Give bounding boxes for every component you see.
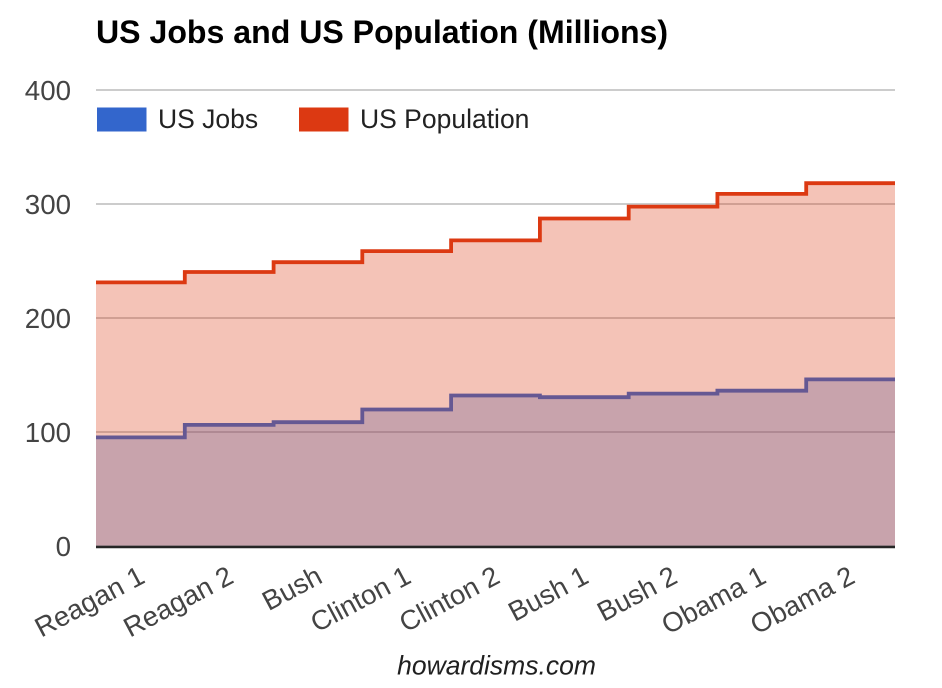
- svg-text:howardisms.com: howardisms.com: [397, 651, 596, 681]
- svg-text:US Jobs: US Jobs: [158, 104, 258, 134]
- svg-text:US Population: US Population: [360, 104, 529, 134]
- svg-text:400: 400: [25, 75, 71, 106]
- svg-text:300: 300: [25, 189, 71, 220]
- svg-text:200: 200: [25, 303, 71, 334]
- svg-text:US Jobs and US Population (Mil: US Jobs and US Population (Millions): [96, 14, 668, 50]
- svg-text:0: 0: [56, 531, 71, 562]
- svg-text:100: 100: [25, 417, 71, 448]
